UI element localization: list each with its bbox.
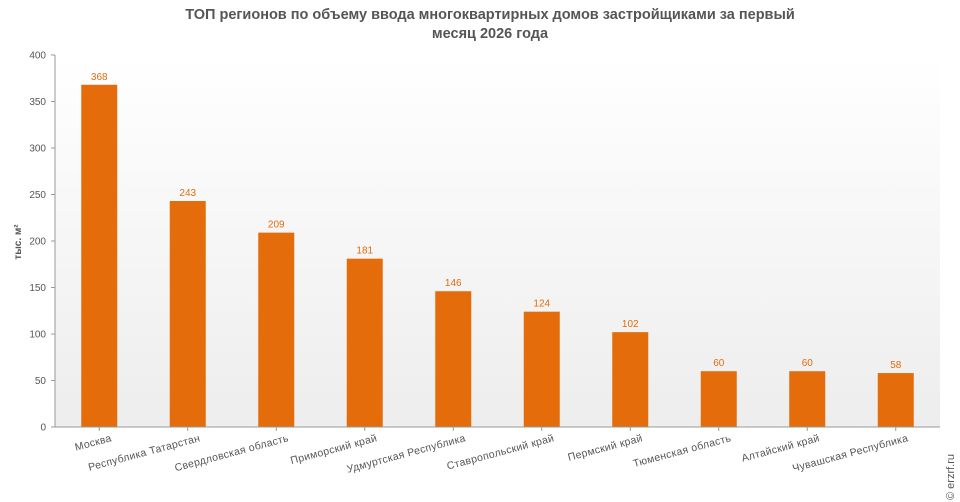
y-tick-label: 350 <box>29 97 46 108</box>
bar <box>169 201 206 427</box>
y-tick-label: 200 <box>29 237 46 248</box>
bar <box>346 258 383 427</box>
data-label: 181 <box>356 246 373 257</box>
data-label: 243 <box>179 188 196 199</box>
y-tick-label: 150 <box>29 283 46 294</box>
bar <box>612 332 649 427</box>
data-label: 368 <box>91 72 108 83</box>
data-label: 60 <box>802 358 814 369</box>
y-axis-label: тыс. м² <box>13 224 24 260</box>
chart-title-line-1: ТОП регионов по объему ввода многокварти… <box>185 7 795 23</box>
data-label: 146 <box>445 278 462 289</box>
y-tick-label: 300 <box>29 144 46 155</box>
bar <box>81 84 118 427</box>
bars-group: 368 243 209 181 146 124 102 60 60 58 <box>81 72 914 427</box>
x-tick-label: Москва <box>74 432 113 453</box>
y-tick-label: 0 <box>40 423 46 434</box>
chart-title-line-2: месяц 2026 года <box>431 26 549 42</box>
data-label: 209 <box>268 220 285 231</box>
x-tick-label: Тюменская область <box>632 432 733 470</box>
bar <box>877 373 914 427</box>
bar <box>435 291 472 427</box>
bar <box>789 371 826 427</box>
y-tick-label: 100 <box>29 330 46 341</box>
copyright-text: © erzrf.ru <box>945 454 957 500</box>
bar <box>258 232 295 427</box>
data-label: 102 <box>622 319 639 330</box>
bar <box>523 311 560 427</box>
chart-title: ТОП регионов по объему ввода многокварти… <box>60 6 920 44</box>
y-tick-label: 250 <box>29 190 46 201</box>
y-tick-label: 400 <box>29 51 46 62</box>
data-label: 60 <box>713 358 725 369</box>
data-label: 124 <box>533 299 550 310</box>
y-tick-label: 50 <box>35 376 47 387</box>
bar <box>700 371 737 427</box>
data-label: 58 <box>890 360 902 371</box>
